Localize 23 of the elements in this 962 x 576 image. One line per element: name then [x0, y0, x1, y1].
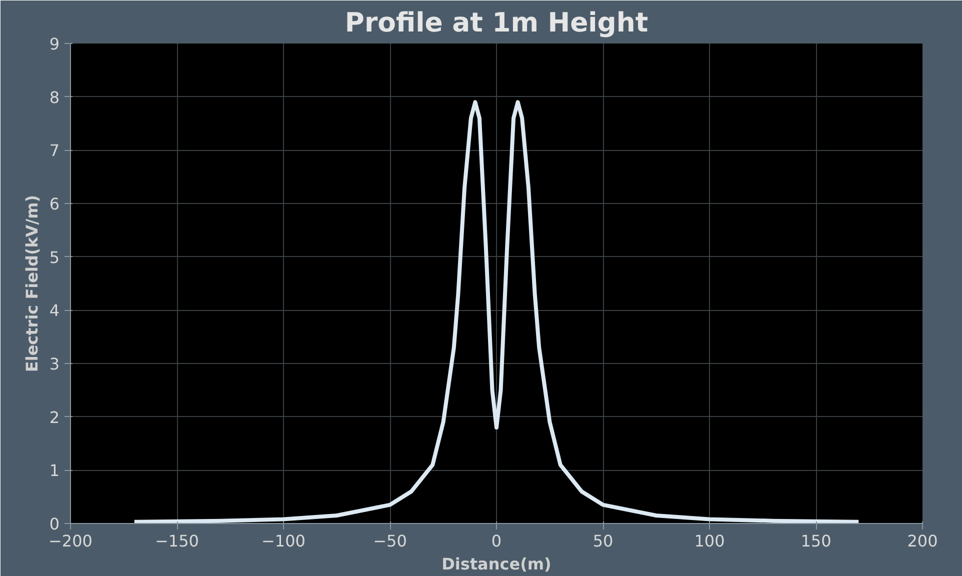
y-tick-label: 3 [49, 354, 60, 374]
y-tick-label: 4 [49, 301, 60, 320]
y-tick-label: 6 [49, 194, 60, 214]
y-tick-label: 1 [49, 461, 60, 480]
x-tick-label: −100 [262, 532, 306, 550]
y-tick-label: 8 [49, 88, 60, 107]
y-tick-label: 5 [49, 248, 60, 267]
x-tick-label: −200 [48, 532, 92, 550]
x-tick-label: 150 [800, 532, 832, 550]
y-tick-label: 7 [49, 141, 60, 160]
x-tick-label: 50 [592, 532, 614, 550]
line-series [132, 100, 861, 524]
x-axis-title: Distance(m) [442, 554, 552, 574]
x-tick-label: −150 [155, 532, 199, 550]
x-tick-label: 0 [491, 532, 502, 550]
y-tick-label: 9 [49, 34, 60, 54]
y-tick-label: 0 [49, 514, 60, 534]
x-tick-label: 100 [694, 532, 725, 550]
y-tick-label: 2 [49, 408, 60, 427]
y-axis-title: Electric Field(kV/m) [22, 194, 42, 372]
chart-title: Profile at 1m Height [344, 8, 648, 38]
x-tick-label: 200 [907, 532, 938, 550]
x-tick-label: −50 [373, 532, 407, 550]
